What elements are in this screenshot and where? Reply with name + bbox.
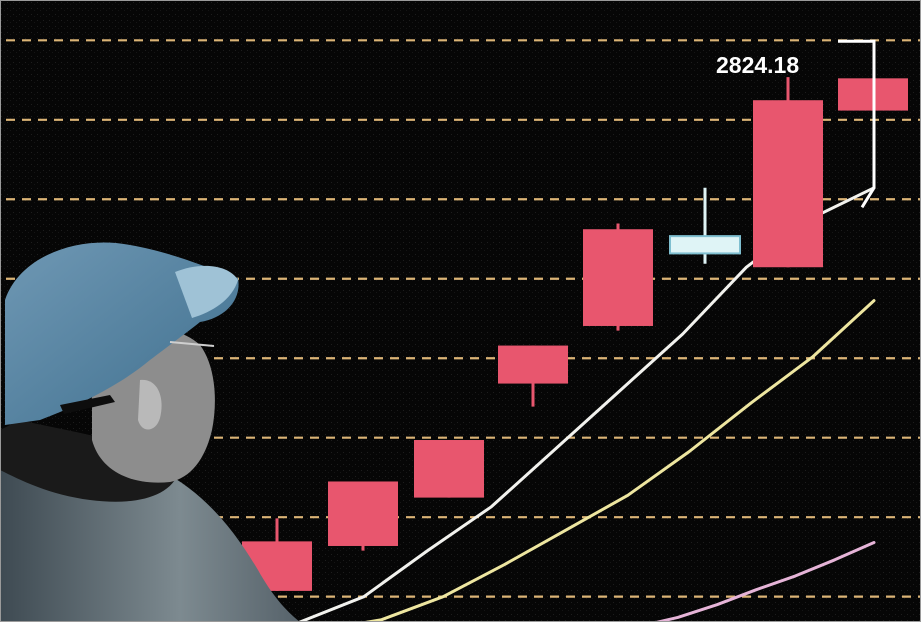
moving-average-line-3 — [651, 541, 876, 622]
price-label: 2824.18 — [716, 52, 799, 78]
candle-5 — [583, 229, 653, 326]
candle-6 — [669, 235, 741, 255]
price-annotation: 2824.18 — [716, 39, 876, 209]
cap — [5, 242, 239, 425]
candle-2 — [328, 481, 398, 546]
candle-7 — [753, 100, 823, 268]
candle-3 — [414, 440, 484, 498]
scarf — [0, 420, 180, 502]
ear — [138, 379, 162, 430]
cap-brim — [175, 265, 238, 318]
candle-4 — [498, 345, 568, 384]
moving-average-line-2 — [358, 299, 876, 622]
glasses — [169, 341, 215, 347]
cap-strap — [60, 395, 115, 414]
annotation-bracket — [838, 39, 876, 209]
man-in-cap-photo — [0, 242, 300, 622]
